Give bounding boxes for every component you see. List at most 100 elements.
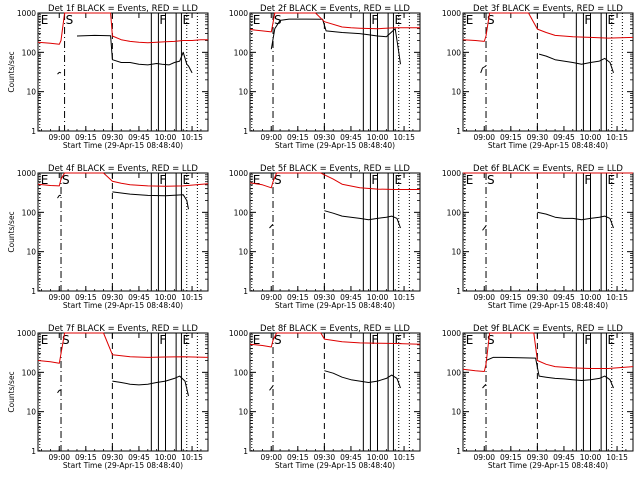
- time-marker-label: F: [584, 333, 591, 347]
- plot-frame: [37, 172, 209, 292]
- events-series-line: [57, 194, 61, 199]
- time-marker-label: S: [274, 13, 282, 27]
- x-tick-label: 09:00: [473, 293, 495, 302]
- events-series-line: [538, 53, 614, 74]
- events-series-line: [485, 356, 614, 389]
- plot-frame: [462, 12, 634, 132]
- time-marker-label: S: [274, 173, 282, 187]
- x-tick-label: 10:00: [580, 453, 602, 462]
- y-tick-label: 100: [22, 208, 37, 217]
- x-tick-label: 09:15: [500, 133, 522, 142]
- events-series-line: [269, 223, 274, 229]
- y-tick-label: 1: [243, 287, 248, 296]
- time-marker-label: E: [182, 333, 190, 347]
- plot-frame: [462, 332, 634, 452]
- detector-panel-2: Det 2f BLACK = Events, RED = LLD 1 10 100 10…: [229, 4, 421, 150]
- x-tick-label: 10:15: [181, 453, 203, 462]
- events-series-line: [270, 18, 401, 65]
- y-tick-label: 10: [26, 408, 36, 417]
- time-marker-label: E: [466, 333, 474, 347]
- x-tick-label: 09:15: [75, 453, 97, 462]
- x-tick-label: 10:00: [367, 293, 389, 302]
- y-tick-label: 1000: [17, 169, 36, 178]
- time-marker-label: E: [394, 333, 402, 347]
- y-tick-label: 1000: [442, 9, 461, 18]
- lld-series-line: [462, 332, 634, 372]
- x-tick-label: 09:00: [260, 293, 282, 302]
- x-axis-label: Start Time (29-Apr-15 08:48:40): [63, 141, 183, 150]
- time-marker-label: E: [607, 173, 615, 187]
- x-tick-label: 09:15: [287, 133, 309, 142]
- lld-series-line: [462, 12, 634, 42]
- y-tick-label: 1000: [17, 329, 36, 338]
- events-series-line: [537, 211, 614, 229]
- x-axis-label: Start Time (29-Apr-15 08:48:40): [63, 301, 183, 310]
- plot-frame: [249, 332, 421, 452]
- x-tick-label: 10:15: [606, 133, 628, 142]
- x-tick-label: 09:45: [553, 133, 575, 142]
- x-tick-label: 09:30: [102, 133, 124, 142]
- x-tick-label: 10:15: [181, 293, 203, 302]
- y-tick-label: 10: [238, 248, 248, 257]
- x-axis-label: Start Time (29-Apr-15 08:48:40): [488, 301, 608, 310]
- x-axis-label: Start Time (29-Apr-15 08:48:40): [275, 301, 395, 310]
- time-marker-label: F: [159, 173, 166, 187]
- y-tick-label: 100: [447, 368, 462, 377]
- plot-frame: [37, 332, 209, 452]
- time-marker-label: F: [584, 173, 591, 187]
- panel-title: Det 4f BLACK = Events, RED = LLD: [48, 164, 198, 174]
- time-marker-label: S: [487, 13, 495, 27]
- x-tick-label: 10:00: [580, 293, 602, 302]
- x-tick-label: 09:45: [128, 453, 150, 462]
- time-marker-label: E: [253, 13, 261, 27]
- lld-series-line: [37, 332, 209, 364]
- x-tick-label: 09:30: [314, 133, 336, 142]
- time-marker-label: F: [159, 13, 166, 27]
- detector-panel-1: Det 1f BLACK = Events, RED = LLD 1 10 100 10…: [7, 4, 209, 150]
- y-tick-label: 1: [243, 127, 248, 136]
- panel-title: Det 1f BLACK = Events, RED = LLD: [48, 4, 198, 14]
- y-tick-label: 1000: [229, 329, 248, 338]
- y-tick-label: 1: [31, 127, 36, 136]
- events-series-line: [112, 375, 189, 397]
- y-tick-label: 100: [447, 208, 462, 217]
- x-axis-label: Start Time (29-Apr-15 08:48:40): [63, 461, 183, 470]
- x-tick-label: 09:30: [102, 453, 124, 462]
- y-tick-label: 100: [22, 48, 37, 57]
- x-axis-label: Start Time (29-Apr-15 08:48:40): [488, 141, 608, 150]
- y-tick-label: 1000: [229, 169, 248, 178]
- detector-panel-8: Det 8f BLACK = Events, RED = LLD 1 10 100 10…: [229, 324, 421, 470]
- y-tick-label: 1: [456, 287, 461, 296]
- y-tick-label: 100: [234, 368, 249, 377]
- x-tick-label: 09:45: [128, 293, 150, 302]
- events-series-line: [324, 210, 401, 229]
- panel-title: Det 6f BLACK = Events, RED = LLD: [473, 164, 623, 174]
- y-axis-label: Counts/sec: [7, 211, 16, 252]
- panel-title: Det 2f BLACK = Events, RED = LLD: [260, 4, 410, 14]
- events-series-line: [482, 383, 487, 389]
- x-tick-label: 10:15: [181, 133, 203, 142]
- x-tick-label: 09:45: [340, 293, 362, 302]
- panel-title: Det 9f BLACK = Events, RED = LLD: [473, 324, 623, 334]
- time-marker-label: E: [41, 13, 49, 27]
- panel-title: Det 3f BLACK = Events, RED = LLD: [473, 4, 623, 14]
- time-marker-label: E: [182, 13, 190, 27]
- detector-panel-4: Det 4f BLACK = Events, RED = LLD 1 10 100 10…: [7, 164, 209, 310]
- x-tick-label: 10:15: [606, 293, 628, 302]
- time-marker-label: E: [466, 173, 474, 187]
- panel-title: Det 8f BLACK = Events, RED = LLD: [260, 324, 410, 334]
- detector-panel-3: Det 3f BLACK = Events, RED = LLD 1 10 100 10…: [442, 4, 634, 150]
- events-series-line: [57, 71, 62, 75]
- y-tick-label: 100: [234, 208, 249, 217]
- x-tick-label: 09:45: [553, 453, 575, 462]
- lld-series-line: [249, 172, 420, 190]
- time-marker-label: F: [371, 173, 378, 187]
- y-tick-label: 100: [22, 368, 37, 377]
- time-marker-label: E: [182, 173, 190, 187]
- time-marker-label: S: [66, 13, 74, 27]
- x-tick-label: 09:00: [48, 293, 70, 302]
- y-tick-label: 1000: [442, 329, 461, 338]
- x-tick-label: 09:30: [314, 453, 336, 462]
- plot-frame: [37, 12, 209, 132]
- plot-frame: [462, 172, 634, 292]
